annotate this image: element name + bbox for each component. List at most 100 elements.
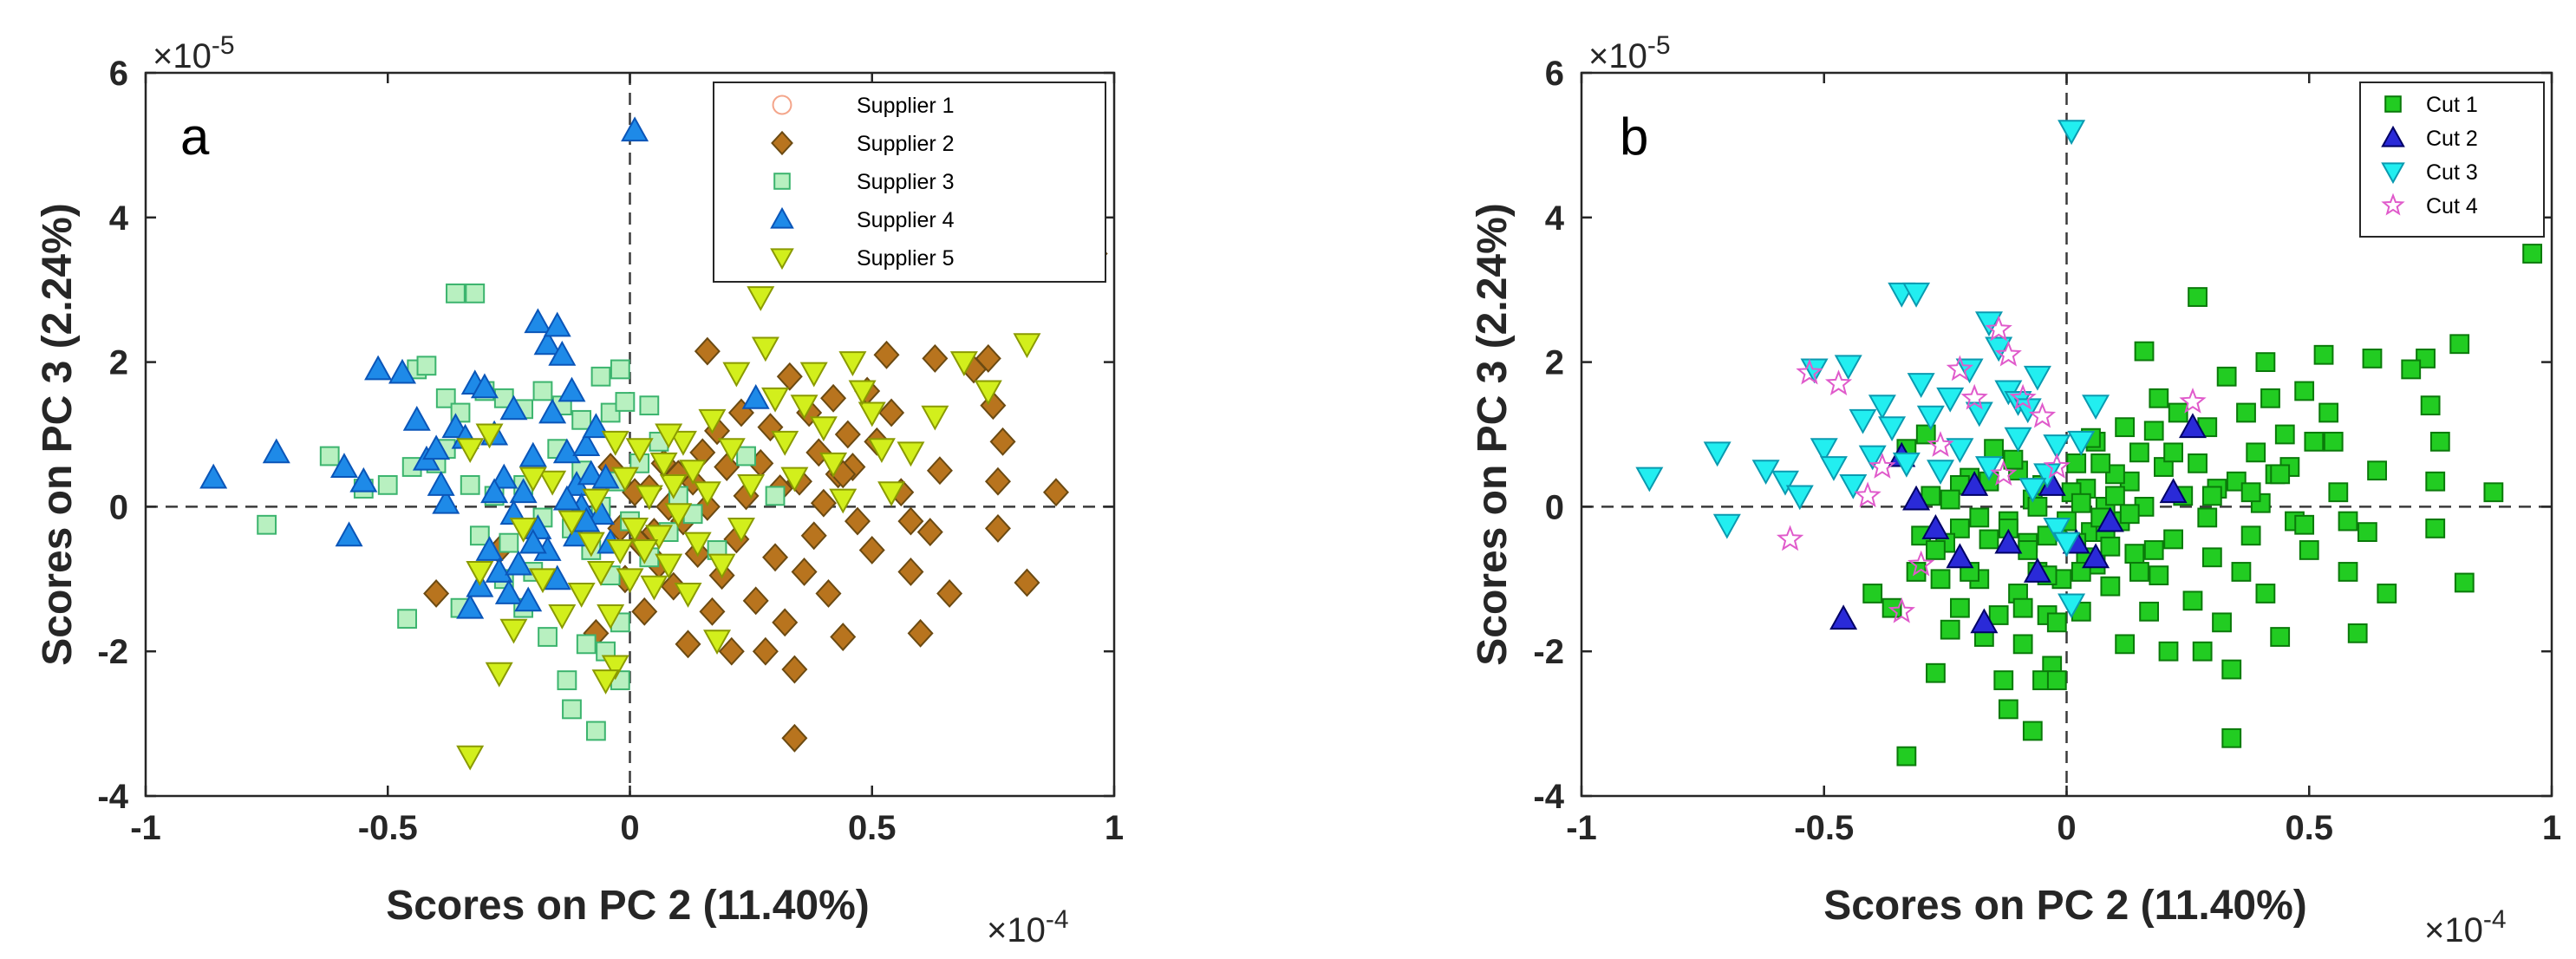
data-point-cut-3-30 [2043,517,2071,543]
data-point-supplier-2-1 [1042,478,1069,507]
data-point-supplier-3-17 [377,474,398,495]
data-point-cut-1-14 [2362,349,2383,369]
data-point-cut-2-6 [1994,528,2023,554]
data-point-cut-1-15 [2338,562,2358,582]
data-point-supplier-2-39 [762,543,789,572]
data-point-supplier-2-30 [800,521,827,551]
data-point-supplier-2-36 [776,362,803,391]
data-point-cut-4-13 [2028,401,2057,428]
y-tick-label: -4 [1533,778,1564,816]
data-point-supplier-5-59 [475,423,504,449]
data-point-cut-1-0 [2522,244,2543,264]
series-cut-4 [1776,315,2207,623]
data-point-supplier-5-38 [630,539,659,564]
data-point-cut-1-120 [2201,486,2222,506]
data-point-supplier-5-27 [683,532,712,558]
data-point-supplier-3-45 [586,721,606,741]
x-tick-label: 0.5 [2285,809,2333,847]
data-point-supplier-4-24 [558,376,586,402]
data-point-supplier-4-14 [470,373,499,399]
data-point-cut-3-34 [2004,427,2032,453]
x-tick-label: 1 [2542,809,2561,847]
data-point-cut-1-44 [2182,590,2203,611]
data-point-supplier-2-41 [752,636,779,666]
data-point-cut-1-37 [2216,366,2237,387]
data-point-cut-1-127 [2323,431,2344,452]
data-point-supplier-4-6 [388,358,417,384]
data-point-supplier-5-63 [703,630,732,656]
data-point-supplier-4-9 [422,434,451,460]
data-point-supplier-3-15 [615,392,636,412]
data-point-supplier-2-17 [873,340,900,369]
data-point-supplier-5-64 [655,423,683,449]
data-point-cut-3-2 [1703,441,1731,467]
data-point-supplier-5-57 [499,618,528,644]
data-point-supplier-2-28 [810,488,837,518]
data-point-supplier-5-41 [616,568,644,594]
data-point-supplier-5-43 [606,539,635,564]
data-point-supplier-4-23 [548,340,577,366]
data-point-supplier-4-17 [499,395,528,421]
data-point-cut-1-137 [1979,529,1999,550]
data-point-supplier-5-22 [727,517,755,543]
data-point-supplier-5-36 [640,575,668,601]
data-point-supplier-3-44 [562,699,582,720]
data-point-supplier-5-29 [674,583,702,608]
data-point-supplier-5-40 [621,517,649,543]
data-point-supplier-3-4 [435,388,456,408]
x-axis-exponent: ×10-4 [987,905,1069,949]
data-point-cut-1-30 [2246,442,2266,463]
data-point-supplier-5-10 [838,351,867,376]
data-point-supplier-4-5 [364,355,393,381]
data-point-supplier-5-44 [601,655,629,681]
data-point-supplier-5-12 [819,452,848,478]
data-point-cut-1-56 [2129,442,2149,463]
data-point-supplier-2-47 [718,636,745,666]
data-point-supplier-5-39 [625,438,654,464]
x-tick-label: -0.5 [1794,809,1854,847]
data-point-supplier-5-15 [790,395,818,420]
data-point-supplier-3-9 [532,381,553,401]
data-point-cut-1-111 [1993,670,2014,690]
data-point-supplier-5-25 [698,408,727,434]
legend-marker-supplier-2 [771,130,793,156]
data-point-cut-1-43 [2188,453,2208,473]
data-point-cut-2-5 [1970,608,1999,634]
data-point-supplier-5-5 [897,441,925,467]
data-point-supplier-5-6 [877,481,906,507]
data-point-supplier-4-51 [518,528,547,554]
data-point-supplier-2-3 [984,513,1011,543]
data-point-cut-3-19 [1936,387,1965,413]
data-point-supplier-5-17 [771,430,799,456]
data-point-cut-3-6 [1785,485,1814,511]
data-point-supplier-4-19 [518,441,547,467]
y-tick-label: -4 [97,778,128,816]
data-point-cut-2-10 [2082,543,2110,569]
y-axis-label: Scores on PC 3 (2.24%) [1470,203,1516,666]
data-point-supplier-3-22 [469,525,490,546]
data-point-supplier-5-24 [708,553,736,579]
data-point-cut-1-27 [2260,388,2280,408]
data-point-supplier-5-53 [538,470,567,496]
x-tick-label: 0 [2057,809,2076,847]
data-point-supplier-4-10 [432,488,460,514]
legend: Cut 1 Cut 2 Cut 3 Cut 4 [2359,82,2545,238]
data-point-supplier-5-35 [645,525,674,551]
data-point-cut-1-128 [2294,514,2315,535]
data-point-cut-3-0 [2058,120,2086,146]
data-point-supplier-3-3 [416,356,437,376]
data-point-cut-1-21 [2294,381,2315,401]
data-point-supplier-3-55 [538,627,558,647]
data-point-cut-1-28 [2255,584,2276,603]
data-point-supplier-5-58 [485,662,513,688]
y-axis-exponent: ×10-5 [1588,31,1671,75]
data-point-supplier-5-42 [610,466,639,493]
data-point-cut-1-124 [2338,511,2358,532]
data-point-supplier-4-8 [402,405,431,431]
data-point-cut-3-10 [1849,408,1877,434]
x-tick-label: 0.5 [848,809,897,847]
legend-marker-cut-3 [2381,162,2405,185]
data-point-cut-3-41 [2058,593,2086,619]
data-point-supplier-3-51 [397,609,417,630]
data-point-cut-1-42 [2192,641,2213,662]
